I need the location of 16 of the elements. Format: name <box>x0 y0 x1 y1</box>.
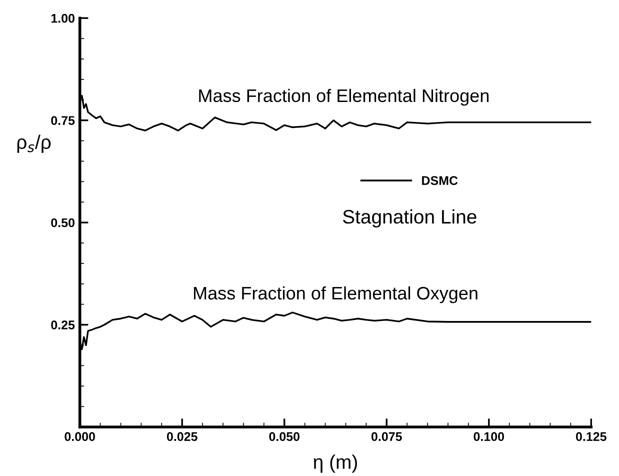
y-tick-label: 0.50 <box>51 218 74 228</box>
x-tick-label: 0.025 <box>166 432 198 442</box>
x-tick-label: 0.075 <box>371 432 402 442</box>
y-tick-label: 1.00 <box>51 14 74 23</box>
x-tick-label: 0.050 <box>269 432 300 442</box>
y-tick-label: 0.25 <box>51 320 75 330</box>
y-tick-label: 0.75 <box>51 116 75 125</box>
legend-label: DSMC <box>422 176 458 185</box>
x-tick-label: 0.125 <box>576 432 606 442</box>
annotation: Stagnation Line <box>342 209 476 228</box>
annotation: Mass Fraction of Elemental Oxygen <box>194 286 478 304</box>
annotation: Mass Fraction of Elemental Nitrogen <box>199 88 489 106</box>
x-tick-label: 0.100 <box>474 432 504 442</box>
x-axis-title: η (m) <box>314 454 357 473</box>
x-tick-label: 0.000 <box>64 432 95 442</box>
y-axis-title: ρ$_{s}$/ρ <box>17 134 51 153</box>
